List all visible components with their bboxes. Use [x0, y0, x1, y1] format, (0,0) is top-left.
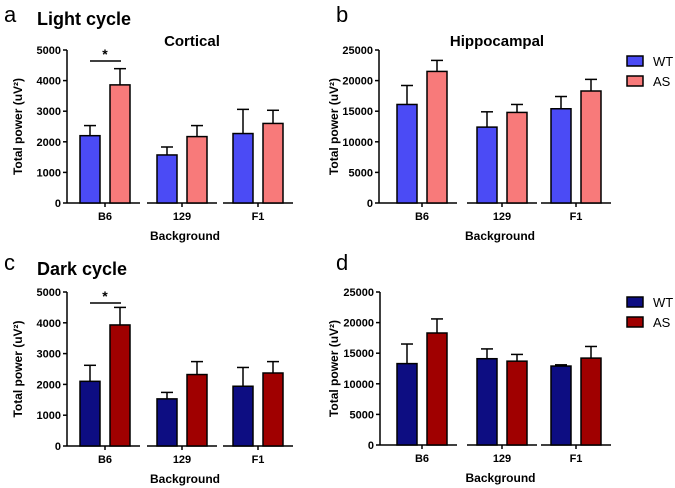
x-tick-label: 129: [493, 453, 511, 465]
bar-as-129: [186, 373, 208, 447]
bar-wt-f1: [550, 108, 572, 204]
y-tick-label: 2000: [37, 379, 61, 391]
panel-title: Cortical: [164, 33, 220, 50]
bar-as-b6: [426, 332, 448, 446]
y-tick-label: 0: [55, 441, 61, 453]
y-tick-label: 25000: [342, 45, 373, 57]
legend-label-as: AS: [653, 315, 671, 330]
bar-wt-b6: [79, 380, 101, 447]
panel-letter: c: [4, 250, 15, 275]
y-tick-label: 4000: [37, 76, 61, 88]
y-tick-label: 1000: [37, 167, 61, 179]
y-tick-label: 5000: [349, 167, 373, 179]
y-tick-label: 0: [55, 198, 61, 210]
significance-star: *: [102, 288, 108, 304]
bar-wt-f1: [232, 132, 254, 204]
bar-as-f1: [580, 357, 602, 446]
legend-label-wt: WT: [653, 54, 673, 69]
bar-wt-129: [156, 154, 178, 204]
y-axis-label: Total power (uV²): [11, 78, 25, 175]
y-tick-label: 20000: [342, 76, 373, 88]
bar-wt-b6: [79, 134, 101, 204]
y-tick-label: 3000: [37, 349, 61, 361]
x-tick-label: 129: [173, 454, 191, 466]
y-tick-label: 15000: [342, 106, 373, 118]
panel-a: a Light cycle Cortical 0 1000 2000 3000 4000 500…: [4, 2, 293, 243]
legend-label-as: AS: [653, 74, 671, 89]
y-tick-label: 1000: [37, 410, 61, 422]
panel-letter: a: [4, 2, 17, 27]
legend-swatch-as: [626, 75, 644, 87]
y-axis-label: Total power (uV²): [327, 320, 341, 417]
panel-b: b Hippocampal 0 5000 10000 15000 20000 25000 Tot…: [327, 2, 673, 243]
y-tick-label: 4000: [37, 318, 61, 330]
bar-wt-b6: [396, 103, 418, 204]
y-axis-label: Total power (uV²): [11, 320, 25, 417]
legend-swatch-wt: [626, 296, 644, 308]
significance-star: *: [102, 46, 108, 62]
y-tick-label: 0: [368, 440, 374, 452]
bar-as-f1: [262, 122, 284, 204]
x-tick-label: 129: [173, 211, 191, 223]
bar-as-f1: [580, 90, 602, 204]
bar-as-b6: [109, 84, 131, 204]
bar-wt-129: [476, 357, 498, 446]
panel-c: c Dark cycle 0 1000 2000 3000 4000 5000 Total po…: [4, 250, 293, 486]
panel-title: Hippocampal: [450, 33, 544, 50]
y-tick-label: 5000: [350, 409, 374, 421]
panel-letter: b: [336, 2, 348, 27]
bar-as-f1: [262, 372, 284, 447]
y-tick-label: 0: [367, 198, 373, 210]
y-tick-label: 25000: [343, 287, 374, 299]
bar-as-129: [186, 135, 208, 204]
x-tick-label: F1: [252, 211, 265, 223]
x-tick-label: B6: [98, 454, 112, 466]
x-tick-label: 129: [493, 211, 511, 223]
x-tick-label: F1: [570, 211, 583, 223]
y-tick-label: 3000: [37, 106, 61, 118]
y-tick-label: 5000: [37, 45, 61, 57]
legend-swatch-as: [626, 316, 644, 328]
x-tick-label: F1: [570, 453, 583, 465]
y-tick-label: 2000: [37, 137, 61, 149]
bar-wt-129: [156, 398, 178, 447]
x-axis-label: Background: [150, 229, 220, 243]
y-axis-label: Total power (uV²): [327, 78, 341, 175]
x-tick-label: B6: [415, 211, 429, 223]
x-axis-label: Background: [465, 471, 535, 485]
bar-wt-f1: [550, 365, 572, 446]
cycle-title: Dark cycle: [37, 259, 127, 279]
bar-as-b6: [109, 324, 131, 447]
x-tick-label: B6: [98, 211, 112, 223]
x-tick-label: F1: [252, 454, 265, 466]
bar-wt-f1: [232, 385, 254, 447]
y-tick-label: 10000: [342, 137, 373, 149]
x-axis-label: Background: [465, 229, 535, 243]
y-tick-label: 5000: [37, 287, 61, 299]
legend-swatch-wt: [626, 55, 644, 67]
panel-letter: d: [336, 250, 348, 275]
legend-label-wt: WT: [653, 295, 673, 310]
y-tick-label: 15000: [343, 348, 374, 360]
bar-as-b6: [426, 70, 448, 204]
x-tick-label: B6: [415, 453, 429, 465]
y-tick-label: 20000: [343, 318, 374, 330]
bar-wt-129: [476, 126, 498, 204]
bar-as-129: [506, 360, 528, 446]
x-axis-label: Background: [150, 472, 220, 486]
bar-wt-b6: [396, 362, 418, 446]
bar-as-129: [506, 111, 528, 204]
panel-d: d 0 5000 10000 15000 20000 25000 Total power (u…: [327, 250, 673, 485]
cycle-title: Light cycle: [37, 9, 131, 29]
y-tick-label: 10000: [343, 379, 374, 391]
